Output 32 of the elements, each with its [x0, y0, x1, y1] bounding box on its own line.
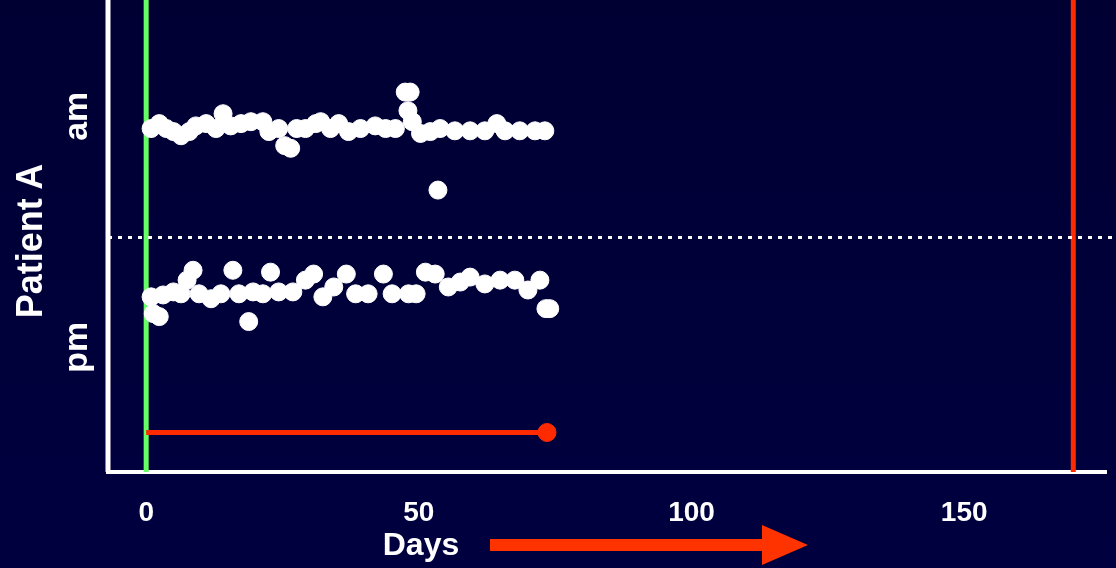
point — [336, 264, 356, 284]
x-axis-title: Days — [382, 525, 460, 562]
point — [239, 312, 259, 332]
point — [283, 282, 303, 302]
point — [475, 274, 495, 294]
point — [149, 307, 169, 327]
point — [518, 280, 538, 300]
y-axis-title: Patient A — [8, 163, 50, 319]
text: am — [56, 91, 95, 141]
point — [269, 119, 289, 139]
x-tick-label: 50 — [403, 495, 435, 527]
point — [382, 284, 402, 304]
x-tick-label: 150 — [940, 495, 988, 527]
x-tick-label: 0 — [138, 495, 154, 527]
point — [445, 121, 465, 141]
point — [373, 264, 393, 284]
point — [505, 270, 525, 290]
point — [211, 284, 231, 304]
text: pm — [56, 321, 95, 373]
x-tick-label: 100 — [668, 495, 715, 527]
point — [530, 270, 550, 290]
point — [358, 284, 378, 304]
point — [460, 267, 480, 287]
point — [425, 264, 445, 284]
point — [304, 264, 324, 284]
point — [324, 277, 344, 297]
point — [253, 284, 273, 304]
point — [428, 180, 448, 200]
point — [223, 260, 243, 280]
point — [281, 138, 301, 158]
point — [183, 260, 203, 280]
point — [261, 262, 281, 282]
